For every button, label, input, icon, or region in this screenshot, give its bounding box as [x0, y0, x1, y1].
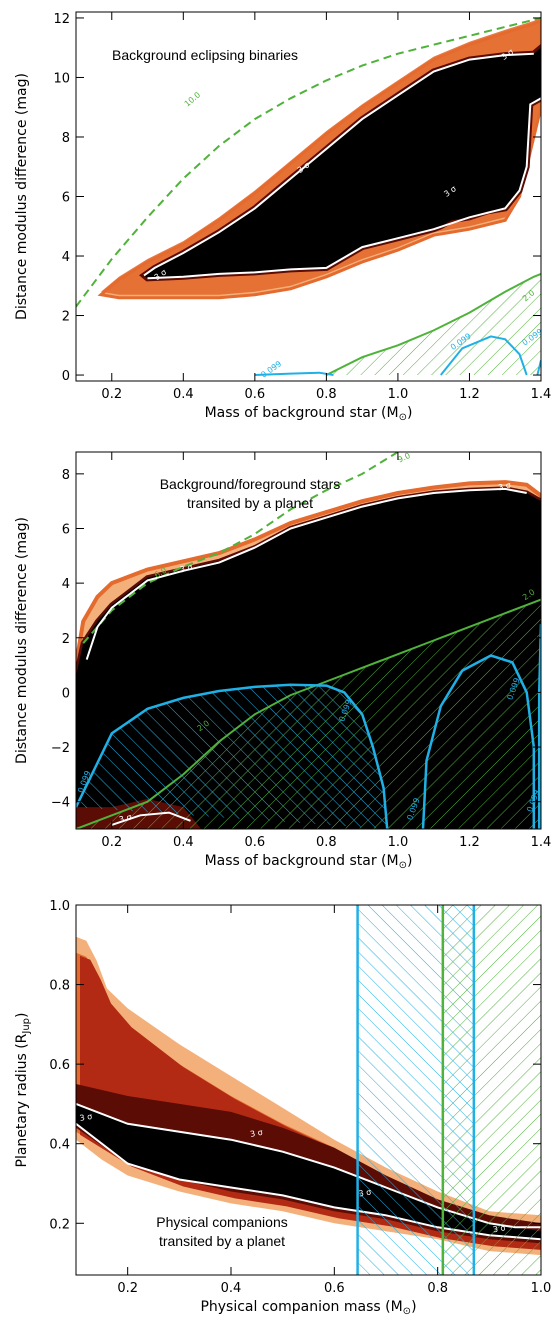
y-tick-label: 0	[62, 369, 70, 384]
sigma-label: 3 σ	[179, 562, 194, 574]
sigma-label: 3 σ	[358, 1187, 372, 1198]
x-tick-label: 0.8	[316, 387, 337, 402]
green-contour-label: 10.0	[183, 90, 202, 108]
panel-transited-stars: 3 σ3 σ3 σ9.06.02.02.00.0990.0990.0990.09…	[14, 451, 551, 871]
y-tick-label: 10	[53, 71, 70, 86]
y-tick-label: 8	[62, 468, 70, 483]
y-tick-label: 0.6	[49, 1058, 70, 1073]
y-tick-label: 0.8	[49, 979, 70, 994]
sigma-label: 3 σ	[497, 480, 512, 492]
sigma-contour	[85, 487, 527, 660]
sigma-label: 3 σ	[118, 812, 133, 824]
y-axis-title: Distance modulus difference (mag)	[14, 73, 30, 320]
panel-physical-companions: 3 σ 3 σ 3 σ 3 σ 0.2 0.4 0.6 0.8 1.0 0.2 0.4 0.6 0.8 1…	[14, 899, 551, 1317]
plot-area: 3 σ3 σ3 σ9.06.02.02.00.0990.0990.0990.09…	[76, 451, 541, 829]
y-tick-label: 2	[62, 632, 70, 647]
y-axis-title: Distance modulus difference (mag)	[14, 517, 30, 764]
x-axis-title: Physical companion mass (M⊙)	[200, 1299, 416, 1317]
green-contour-label: 9.0	[396, 451, 411, 465]
y-tick-label: 1.0	[49, 899, 70, 914]
x-tick-label: 1.2	[459, 387, 480, 402]
y-tick-label: 2	[62, 310, 70, 325]
blue-contour	[76, 683, 389, 829]
green-boundary	[76, 598, 541, 829]
sigma-contour-bottom	[111, 811, 191, 826]
y-tick-label: 0	[62, 686, 70, 701]
x-tick-label: 0.6	[245, 387, 266, 402]
sigma-label: 3 σ	[492, 1223, 506, 1234]
x-tick-label: 0.2	[117, 1281, 138, 1296]
panel-title: Physical companions	[156, 1214, 288, 1230]
x-axis-title: Mass of background star (M⊙)	[205, 853, 413, 871]
x-tick-label: 0.6	[245, 835, 266, 850]
plot-frame	[75, 904, 542, 1276]
probability-core	[144, 47, 541, 279]
blue-hatched-band	[357, 905, 474, 1275]
blue-contour	[536, 359, 541, 376]
panel-title: Background/foreground stars	[160, 476, 341, 492]
y-tick-label: 8	[62, 131, 70, 146]
x-tick-label: 0.2	[101, 387, 122, 402]
x-tick-label: 0.6	[324, 1281, 345, 1296]
sigma-label: 3 σ	[249, 1128, 263, 1139]
sigma-label: 3 σ	[79, 1112, 93, 1123]
blue-contour	[440, 335, 528, 376]
sigma-contour-upper	[143, 52, 534, 277]
panel-title-line2: transited by a planet	[187, 495, 313, 511]
green-dashed-contour	[76, 17, 541, 308]
y-tick-label: 6	[62, 191, 70, 206]
panel-title: Background eclipsing binaries	[112, 47, 298, 63]
y-tick-label: −4	[51, 796, 70, 811]
x-tick-label: 1.0	[531, 1281, 552, 1296]
x-tick-label: 1.2	[459, 835, 480, 850]
y-tick-label: 4	[62, 577, 70, 592]
sigma-contour-lower	[147, 97, 541, 280]
blue-hatched-region	[76, 684, 388, 829]
x-tick-label: 0.2	[101, 835, 122, 850]
y-tick-label: 4	[62, 250, 70, 265]
y-tick-label: 12	[53, 12, 70, 27]
x-tick-label: 0.4	[173, 835, 194, 850]
y-tick-label: 6	[62, 522, 70, 537]
green-hatched-region	[326, 273, 541, 375]
x-tick-label: 1.0	[388, 387, 409, 402]
x-tick-label: 0.8	[316, 835, 337, 850]
panel-title-line2: transited by a planet	[159, 1233, 285, 1249]
x-tick-label: 0.4	[173, 387, 194, 402]
x-axis-title: Mass of background star (M⊙)	[205, 405, 413, 423]
x-tick-label: 0.4	[221, 1281, 242, 1296]
y-tick-label: −2	[51, 741, 70, 756]
plot-frame	[75, 451, 542, 830]
x-tick-label: 0.8	[427, 1281, 448, 1296]
plot-area: 3 σ 3 σ 3 σ 3 σ	[76, 905, 541, 1275]
blue-contour-label: 0.099	[259, 359, 283, 380]
blue-contour	[421, 654, 536, 829]
x-tick-label: 1.0	[388, 835, 409, 850]
y-axis-title: Planetary radius (RJup)	[14, 1013, 32, 1168]
y-tick-label: 0.4	[49, 1138, 70, 1153]
y-tick-label: 0.2	[49, 1217, 70, 1232]
green-boundary	[325, 272, 541, 376]
x-tick-label: 1.4	[531, 387, 552, 402]
x-tick-label: 1.4	[531, 835, 552, 850]
